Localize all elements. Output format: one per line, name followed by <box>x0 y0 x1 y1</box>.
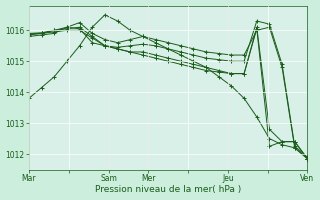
X-axis label: Pression niveau de la mer( hPa ): Pression niveau de la mer( hPa ) <box>95 185 241 194</box>
